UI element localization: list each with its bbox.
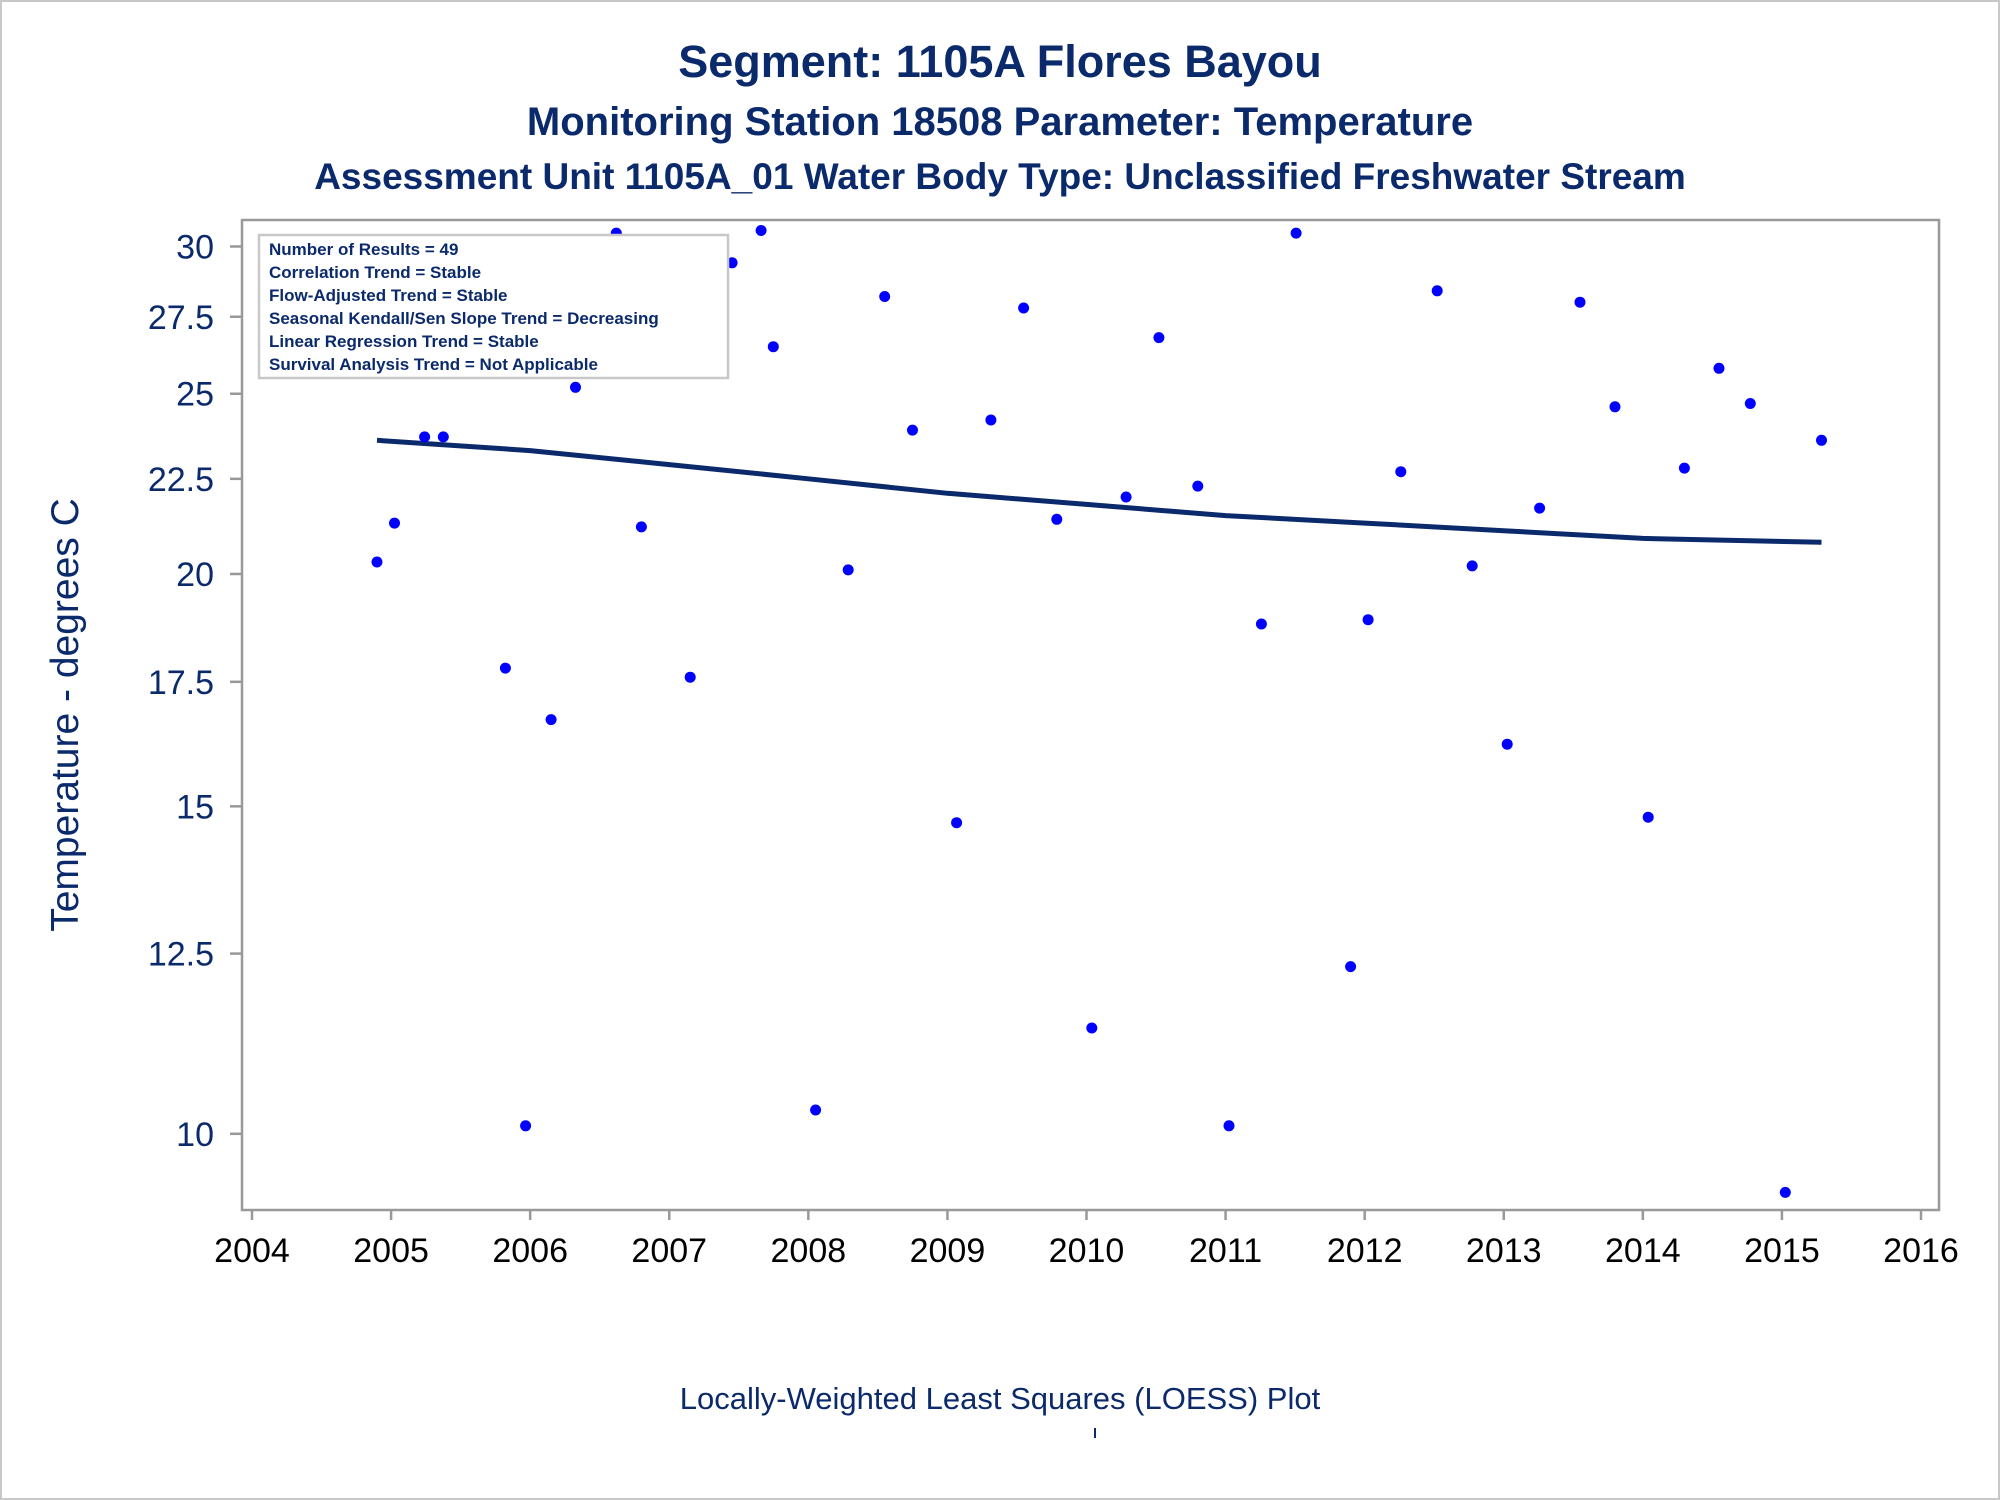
y-tick-label: 25 [176, 376, 214, 414]
data-point [1362, 614, 1374, 626]
footnote-mark [1094, 1428, 1096, 1438]
x-tick-label: 2010 [1049, 1232, 1125, 1270]
legend-box [257, 233, 730, 380]
data-point [907, 424, 918, 436]
x-tick-label: 2004 [214, 1232, 290, 1270]
y-tick-label: 15 [176, 788, 214, 826]
data-point [1223, 1120, 1235, 1132]
data-point [570, 381, 581, 393]
x-axis: 2004 2005 2006 2007 2008 2009 2010 2011 2012 2013… [214, 1210, 1959, 1270]
y-tick-label: 12.5 [148, 936, 214, 974]
y-axis: 10 12.5 15 17.5 20 22.5 25 27.5 30 [148, 228, 242, 1154]
data-point [1192, 480, 1204, 492]
y-tick-label: 30 [176, 228, 214, 266]
data-point [755, 225, 767, 236]
chart-subtitle: Monitoring Station 18508 Parameter: Temp… [526, 100, 1474, 144]
data-point [1678, 462, 1690, 474]
data-point [371, 556, 383, 568]
legend-line: Survival Analysis Trend = Not Applicable [269, 355, 598, 374]
data-point [1018, 302, 1030, 314]
data-point [1574, 296, 1586, 308]
chart-footnote: Locally-Weighted Least Squares (LOESS) P… [679, 1381, 1321, 1416]
x-tick-label: 2009 [910, 1232, 986, 1270]
legend-line: Correlation Trend = Stable [269, 263, 481, 282]
x-tick-label: 2007 [631, 1232, 707, 1270]
chart-subtitle-2: Assessment Unit 1105A_01 Water Body Type… [314, 156, 1686, 197]
data-point [1345, 961, 1357, 973]
data-point [635, 521, 647, 533]
data-points [371, 225, 1827, 1198]
x-tick-label: 2011 [1189, 1232, 1262, 1270]
data-point [1501, 738, 1513, 750]
legend-line: Flow-Adjusted Trend = Stable [269, 286, 508, 305]
data-point [1744, 398, 1756, 409]
x-tick-label: 2016 [1883, 1232, 1959, 1270]
data-point [985, 414, 997, 426]
legend-line: Linear Regression Trend = Stable [269, 332, 539, 351]
data-point [1153, 332, 1165, 344]
data-point [1642, 811, 1654, 823]
data-point [1051, 513, 1063, 525]
data-point [1431, 285, 1443, 297]
data-point [499, 662, 511, 674]
data-point [437, 431, 449, 443]
data-point [879, 291, 891, 302]
data-point [1086, 1022, 1098, 1034]
data-point [842, 564, 854, 576]
data-point [1120, 491, 1132, 503]
data-point [1395, 466, 1407, 478]
data-point [1534, 502, 1546, 514]
data-point [389, 517, 400, 529]
legend-line: Number of Results = 49 [269, 240, 458, 259]
plot-area [240, 218, 1941, 1212]
y-tick-label: 20 [176, 556, 214, 594]
data-point [1713, 362, 1725, 374]
data-point [726, 257, 738, 269]
stats-legend: Number of Results = 49 Correlation Trend… [257, 233, 730, 380]
x-tick-label: 2006 [492, 1232, 568, 1270]
y-axis-label: Temperature - degrees C [44, 498, 87, 932]
y-tick-label: 27.5 [148, 299, 214, 337]
data-point [684, 671, 696, 683]
y-tick-label: 17.5 [148, 664, 214, 702]
data-point [419, 431, 431, 443]
x-tick-label: 2013 [1466, 1232, 1542, 1270]
data-point [1816, 434, 1827, 446]
x-tick-label: 2008 [771, 1232, 847, 1270]
data-point [1290, 227, 1302, 239]
y-tick-label: 10 [176, 1116, 214, 1154]
data-point [1255, 618, 1267, 630]
x-tick-label: 2014 [1605, 1232, 1681, 1270]
data-point [520, 1120, 532, 1132]
legend-line: Seasonal Kendall/Sen Slope Trend = Decre… [269, 309, 659, 328]
data-point [1466, 560, 1478, 572]
data-point [951, 817, 963, 829]
chart-title: Segment: 1105A Flores Bayou [678, 36, 1322, 87]
data-point [545, 714, 557, 726]
x-tick-label: 2005 [353, 1232, 429, 1270]
data-point [767, 341, 779, 353]
x-tick-label: 2012 [1327, 1232, 1403, 1270]
loess-trend-line [376, 437, 1822, 545]
data-point [1779, 1186, 1791, 1198]
data-point [810, 1104, 822, 1116]
x-tick-label: 2015 [1744, 1232, 1820, 1270]
y-tick-label: 22.5 [148, 461, 214, 499]
data-point [1609, 401, 1621, 413]
